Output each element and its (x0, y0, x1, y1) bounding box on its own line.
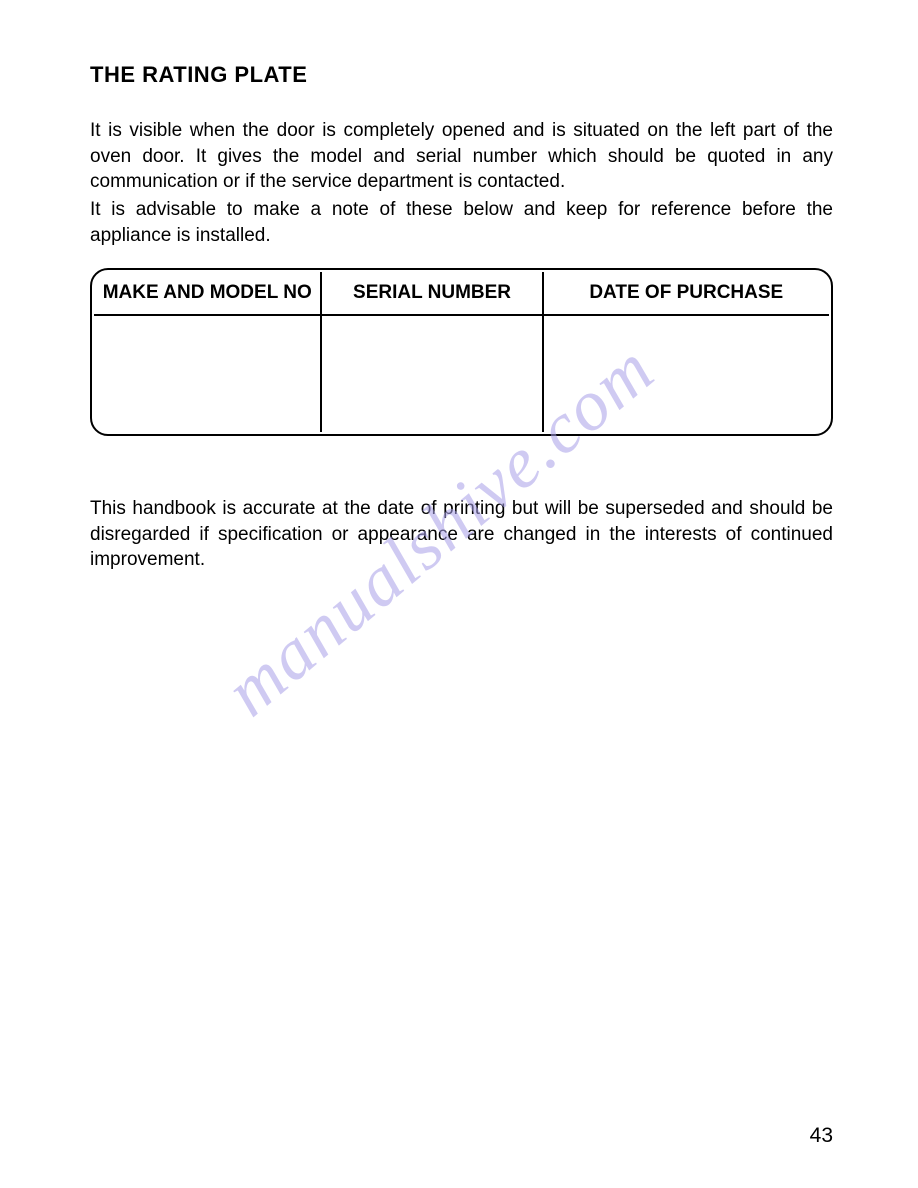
table-header-row: MAKE AND MODEL NO SERIAL NUMBER DATE OF … (93, 271, 830, 315)
table-header-date: DATE OF PURCHASE (543, 271, 830, 315)
page-number: 43 (810, 1124, 833, 1148)
table-cell-serial (321, 315, 542, 433)
table-cell-make-model (93, 315, 321, 433)
table-header-serial: SERIAL NUMBER (321, 271, 542, 315)
disclaimer-paragraph: This handbook is accurate at the date of… (90, 496, 833, 573)
page-heading: THE RATING PLATE (90, 62, 833, 88)
table-header-make-model: MAKE AND MODEL NO (93, 271, 321, 315)
rating-plate-table-container: MAKE AND MODEL NO SERIAL NUMBER DATE OF … (90, 268, 833, 436)
table-wrapper: MAKE AND MODEL NO SERIAL NUMBER DATE OF … (90, 268, 833, 436)
table-cell-date (543, 315, 830, 433)
rating-plate-table: MAKE AND MODEL NO SERIAL NUMBER DATE OF … (92, 270, 831, 434)
intro-paragraph-1: It is visible when the door is completel… (90, 118, 833, 195)
table-row (93, 315, 830, 433)
intro-paragraph-2: It is advisable to make a note of these … (90, 197, 833, 248)
